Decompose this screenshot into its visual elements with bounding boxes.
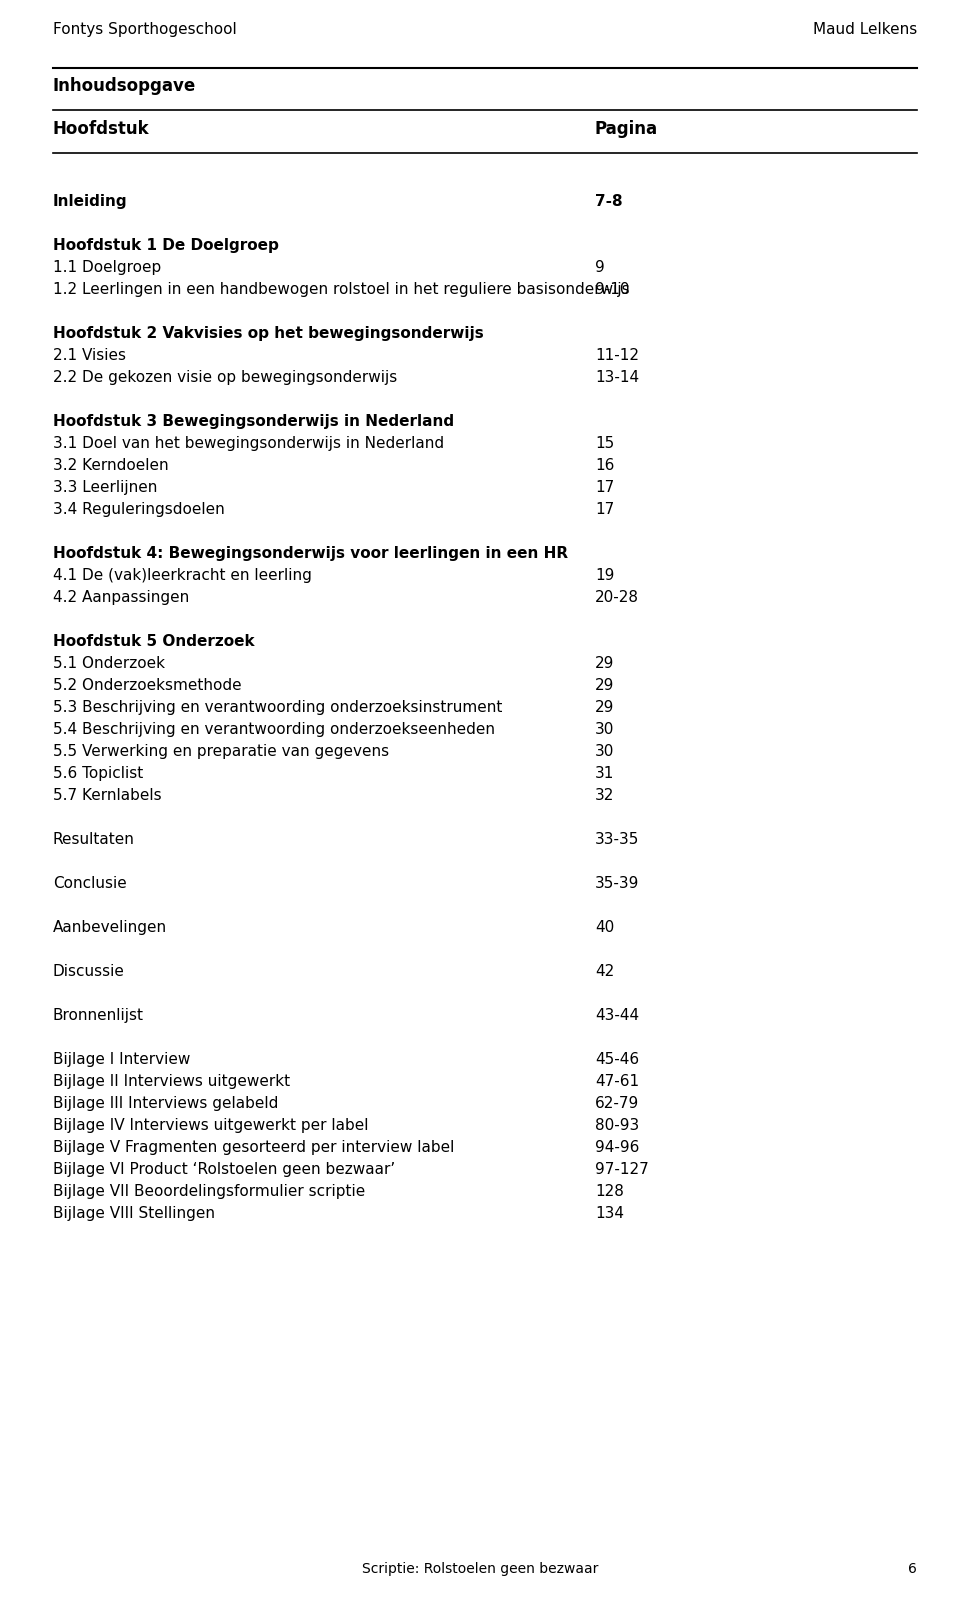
Text: Bronnenlijst: Bronnenlijst [53, 1008, 144, 1024]
Text: 19: 19 [595, 569, 614, 583]
Text: 35-39: 35-39 [595, 877, 639, 891]
Text: 7-8: 7-8 [595, 193, 623, 209]
Text: Bijlage VII Beoordelingsformulier scriptie: Bijlage VII Beoordelingsformulier script… [53, 1183, 365, 1199]
Text: 43-44: 43-44 [595, 1008, 639, 1024]
Text: 29: 29 [595, 656, 614, 671]
Text: Bijlage VIII Stellingen: Bijlage VIII Stellingen [53, 1206, 215, 1222]
Text: 5.4 Beschrijving en verantwoording onderzoekseenheden: 5.4 Beschrijving en verantwoording onder… [53, 722, 495, 736]
Text: Bijlage II Interviews uitgewerkt: Bijlage II Interviews uitgewerkt [53, 1075, 290, 1089]
Text: 15: 15 [595, 436, 614, 450]
Text: Bijlage IV Interviews uitgewerkt per label: Bijlage IV Interviews uitgewerkt per lab… [53, 1118, 369, 1132]
Text: 32: 32 [595, 787, 614, 803]
Text: Conclusie: Conclusie [53, 877, 127, 891]
Text: 3.2 Kerndoelen: 3.2 Kerndoelen [53, 458, 169, 473]
Text: 33-35: 33-35 [595, 832, 639, 846]
Text: Discussie: Discussie [53, 965, 125, 979]
Text: Hoofdstuk 4: Bewegingsonderwijs voor leerlingen in een HR: Hoofdstuk 4: Bewegingsonderwijs voor lee… [53, 546, 568, 561]
Text: Inleiding: Inleiding [53, 193, 128, 209]
Text: 31: 31 [595, 767, 614, 781]
Text: Maud Lelkens: Maud Lelkens [813, 22, 917, 37]
Text: 5.2 Onderzoeksmethode: 5.2 Onderzoeksmethode [53, 679, 242, 693]
Text: 5.7 Kernlabels: 5.7 Kernlabels [53, 787, 161, 803]
Text: 17: 17 [595, 501, 614, 517]
Text: 134: 134 [595, 1206, 624, 1222]
Text: Resultaten: Resultaten [53, 832, 134, 846]
Text: 5.3 Beschrijving en verantwoording onderzoeksinstrument: 5.3 Beschrijving en verantwoording onder… [53, 699, 502, 715]
Text: 20-28: 20-28 [595, 589, 639, 605]
Text: Bijlage V Fragmenten gesorteerd per interview label: Bijlage V Fragmenten gesorteerd per inte… [53, 1140, 454, 1155]
Text: Scriptie: Rolstoelen geen bezwaar: Scriptie: Rolstoelen geen bezwaar [362, 1562, 598, 1576]
Text: 9-10: 9-10 [595, 283, 630, 297]
Text: 4.2 Aanpassingen: 4.2 Aanpassingen [53, 589, 189, 605]
Text: Fontys Sporthogeschool: Fontys Sporthogeschool [53, 22, 237, 37]
Text: 30: 30 [595, 722, 614, 736]
Text: 2.1 Visies: 2.1 Visies [53, 348, 126, 363]
Text: 45-46: 45-46 [595, 1052, 639, 1067]
Text: 30: 30 [595, 744, 614, 759]
Text: 47-61: 47-61 [595, 1075, 639, 1089]
Text: Bijlage I Interview: Bijlage I Interview [53, 1052, 190, 1067]
Text: 17: 17 [595, 481, 614, 495]
Text: Hoofdstuk 5 Onderzoek: Hoofdstuk 5 Onderzoek [53, 634, 254, 648]
Text: 16: 16 [595, 458, 614, 473]
Text: 5.1 Onderzoek: 5.1 Onderzoek [53, 656, 165, 671]
Text: 13-14: 13-14 [595, 371, 639, 385]
Text: 11-12: 11-12 [595, 348, 639, 363]
Text: Hoofdstuk 3 Bewegingsonderwijs in Nederland: Hoofdstuk 3 Bewegingsonderwijs in Nederl… [53, 414, 454, 430]
Text: 6: 6 [908, 1562, 917, 1576]
Text: Hoofdstuk: Hoofdstuk [53, 120, 150, 137]
Text: 97-127: 97-127 [595, 1163, 649, 1177]
Text: 29: 29 [595, 699, 614, 715]
Text: Pagina: Pagina [595, 120, 659, 137]
Text: 40: 40 [595, 920, 614, 934]
Text: 3.3 Leerlijnen: 3.3 Leerlijnen [53, 481, 157, 495]
Text: 5.6 Topiclist: 5.6 Topiclist [53, 767, 143, 781]
Text: Bijlage VI Product ‘Rolstoelen geen bezwaar’: Bijlage VI Product ‘Rolstoelen geen bezw… [53, 1163, 396, 1177]
Text: 2.2 De gekozen visie op bewegingsonderwijs: 2.2 De gekozen visie op bewegingsonderwi… [53, 371, 397, 385]
Text: 42: 42 [595, 965, 614, 979]
Text: Bijlage III Interviews gelabeld: Bijlage III Interviews gelabeld [53, 1096, 278, 1112]
Text: 9: 9 [595, 260, 605, 275]
Text: Hoofdstuk 1 De Doelgroep: Hoofdstuk 1 De Doelgroep [53, 238, 278, 252]
Text: 29: 29 [595, 679, 614, 693]
Text: 1.1 Doelgroep: 1.1 Doelgroep [53, 260, 161, 275]
Text: 4.1 De (vak)leerkracht en leerling: 4.1 De (vak)leerkracht en leerling [53, 569, 312, 583]
Text: 3.4 Reguleringsdoelen: 3.4 Reguleringsdoelen [53, 501, 225, 517]
Text: 5.5 Verwerking en preparatie van gegevens: 5.5 Verwerking en preparatie van gegeven… [53, 744, 389, 759]
Text: 62-79: 62-79 [595, 1096, 639, 1112]
Text: 1.2 Leerlingen in een handbewogen rolstoel in het reguliere basisonderwijs: 1.2 Leerlingen in een handbewogen rolsto… [53, 283, 630, 297]
Text: Inhoudsopgave: Inhoudsopgave [53, 77, 196, 94]
Text: 94-96: 94-96 [595, 1140, 639, 1155]
Text: 128: 128 [595, 1183, 624, 1199]
Text: Hoofdstuk 2 Vakvisies op het bewegingsonderwijs: Hoofdstuk 2 Vakvisies op het bewegingson… [53, 326, 484, 342]
Text: 80-93: 80-93 [595, 1118, 639, 1132]
Text: 3.1 Doel van het bewegingsonderwijs in Nederland: 3.1 Doel van het bewegingsonderwijs in N… [53, 436, 444, 450]
Text: Aanbevelingen: Aanbevelingen [53, 920, 167, 934]
